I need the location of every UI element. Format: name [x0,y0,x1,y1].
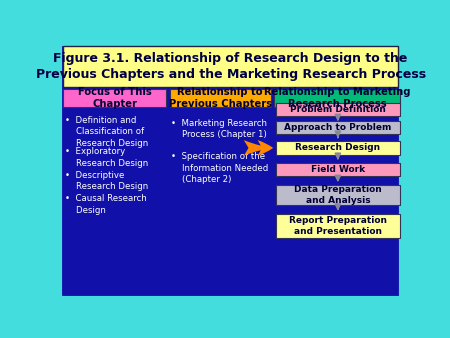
Text: Figure 3.1. Relationship of Research Design to the
Previous Chapters and the Mar: Figure 3.1. Relationship of Research Des… [36,52,426,81]
FancyBboxPatch shape [276,103,400,116]
FancyBboxPatch shape [170,89,271,107]
Text: Approach to Problem: Approach to Problem [284,123,392,132]
FancyBboxPatch shape [63,89,166,107]
FancyBboxPatch shape [276,141,400,155]
FancyBboxPatch shape [276,214,400,238]
FancyBboxPatch shape [276,185,400,204]
Text: Relationship to Marketing
Research Process: Relationship to Marketing Research Proce… [264,87,410,109]
FancyBboxPatch shape [276,121,400,134]
Text: •  Specification of the
    Information Needed
    (Chapter 2): • Specification of the Information Neede… [171,152,269,184]
FancyBboxPatch shape [63,46,398,88]
Text: Field Work: Field Work [311,165,365,174]
Text: •  Descriptive
    Research Design: • Descriptive Research Design [65,171,148,191]
Text: •  Definition and
    Classification of
    Research Design: • Definition and Classification of Resea… [65,116,148,148]
Text: Research Design: Research Design [295,143,380,152]
FancyBboxPatch shape [274,89,400,107]
Text: Data Preparation
and Analysis: Data Preparation and Analysis [294,185,382,205]
Text: •  Causal Research
    Design: • Causal Research Design [65,194,147,215]
Text: Relationship to
Previous Chapters: Relationship to Previous Chapters [169,87,272,109]
FancyBboxPatch shape [276,163,400,176]
Text: Focus of This
Chapter: Focus of This Chapter [78,87,152,109]
Text: •  Marketing Research
    Process (Chapter 1): • Marketing Research Process (Chapter 1) [171,119,267,139]
FancyBboxPatch shape [60,44,401,298]
Text: Report Preparation
and Presentation: Report Preparation and Presentation [289,216,387,236]
Text: Problem Definition: Problem Definition [290,105,386,114]
Text: •  Exploratory
    Research Design: • Exploratory Research Design [65,147,148,168]
